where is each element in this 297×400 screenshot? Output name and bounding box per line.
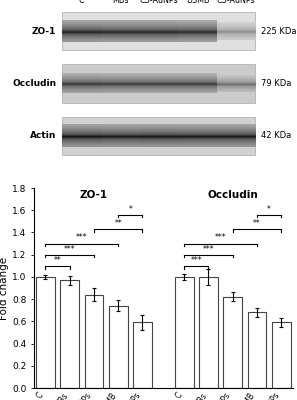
Bar xyxy=(109,306,128,388)
Text: 79 KDa: 79 KDa xyxy=(261,79,292,88)
Bar xyxy=(60,280,79,388)
Text: MBs: MBs xyxy=(112,0,129,5)
Bar xyxy=(62,12,255,50)
Text: **: ** xyxy=(114,219,122,228)
Text: ***: *** xyxy=(215,234,226,242)
Text: ZO-1: ZO-1 xyxy=(32,27,56,36)
Bar xyxy=(199,277,218,388)
Bar xyxy=(175,277,194,388)
Bar xyxy=(62,64,255,103)
Bar xyxy=(62,116,255,155)
Text: C: C xyxy=(79,0,84,5)
Bar xyxy=(133,322,152,388)
Y-axis label: Fold change: Fold change xyxy=(0,256,10,320)
Text: 42 KDa: 42 KDa xyxy=(261,131,292,140)
Text: CS-AuNPs: CS-AuNPs xyxy=(140,0,178,5)
Text: **: ** xyxy=(54,256,61,265)
Text: **: ** xyxy=(253,219,261,228)
Text: ***: *** xyxy=(64,244,75,254)
Text: ***: *** xyxy=(191,256,202,265)
Text: *: * xyxy=(267,204,271,214)
Text: 225 KDa: 225 KDa xyxy=(261,27,297,36)
Text: ZO-1: ZO-1 xyxy=(80,190,108,200)
Text: Occludin: Occludin xyxy=(12,79,56,88)
Bar xyxy=(223,297,242,388)
Text: USMB +
CS-AuNPs: USMB + CS-AuNPs xyxy=(217,0,255,5)
Text: *: * xyxy=(128,204,132,214)
Text: ***: *** xyxy=(203,244,214,254)
Bar xyxy=(36,277,55,388)
Bar xyxy=(272,322,291,388)
Text: ***: *** xyxy=(76,234,88,242)
Text: Actin: Actin xyxy=(30,131,56,140)
Bar xyxy=(85,295,103,388)
Bar xyxy=(247,312,266,388)
Text: USMB: USMB xyxy=(186,0,209,5)
Text: Occludin: Occludin xyxy=(207,190,258,200)
